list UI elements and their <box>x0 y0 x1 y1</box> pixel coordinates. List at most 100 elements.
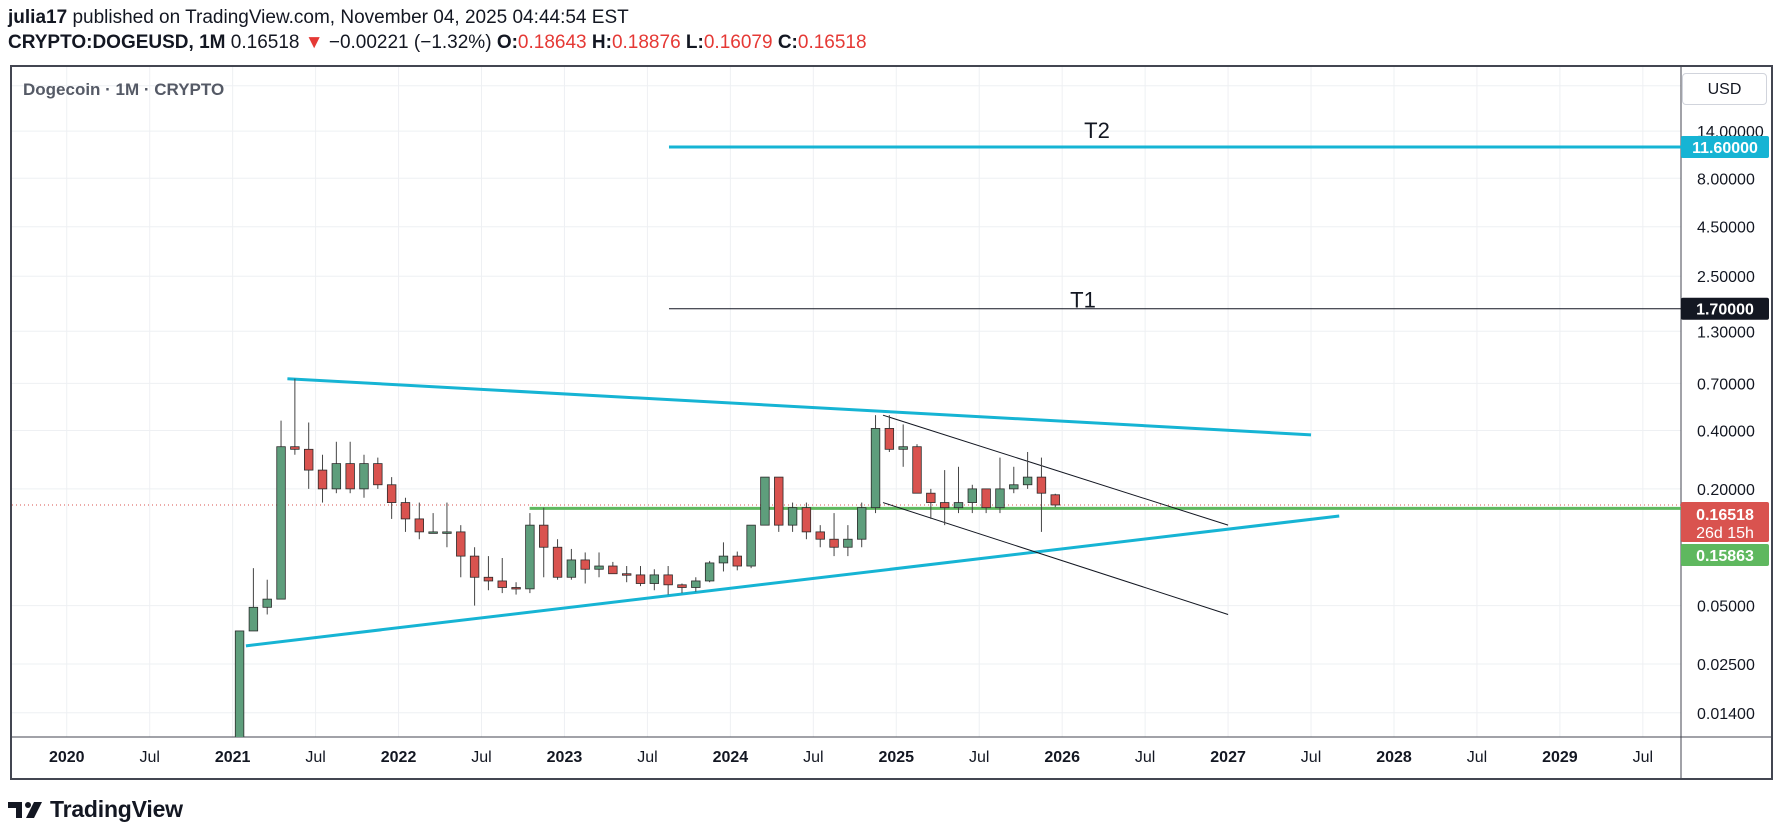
candle-body <box>594 565 604 570</box>
candle-body <box>317 469 328 490</box>
candle-body <box>525 524 535 590</box>
candle-body <box>566 559 577 578</box>
low-label: L: <box>685 32 704 53</box>
candle-body <box>1009 484 1019 490</box>
candle-body <box>926 492 936 503</box>
high-value: 0.18876 <box>611 32 681 53</box>
candle-body <box>884 428 895 450</box>
candle-body <box>552 546 563 578</box>
interval-label: 1M <box>199 32 226 53</box>
author-name[interactable]: julia17 <box>8 7 68 28</box>
candle-body <box>580 559 590 570</box>
y-tick-label: 4.50000 <box>1697 220 1755 237</box>
y-tick-label: 0.05000 <box>1697 599 1755 616</box>
price-change: −0.00221 (−1.32%) <box>328 32 492 53</box>
candle-body <box>414 518 424 533</box>
y-tick-label: 0.20000 <box>1697 482 1755 499</box>
candle-body <box>483 576 494 582</box>
candle-body <box>539 524 549 548</box>
candle-body <box>691 580 701 588</box>
candle-body <box>801 507 812 533</box>
candle-body <box>442 531 452 534</box>
close-value: 0.16518 <box>797 32 867 53</box>
y-tick-label: 8.00000 <box>1697 171 1755 188</box>
tradingview-logo-icon <box>8 801 42 818</box>
candle-body <box>677 584 687 588</box>
channel-bottom-line <box>882 502 1229 615</box>
candle-body <box>635 574 646 584</box>
t2-price-box <box>1681 136 1769 159</box>
chart-frame <box>10 65 1773 780</box>
tradingview-brand: TradingView <box>50 796 183 822</box>
candle-body <box>774 476 784 526</box>
candle-body <box>663 574 673 586</box>
candle-body <box>732 555 742 567</box>
chart-legend[interactable]: Dogecoin · 1M · CRYPTO <box>23 80 225 99</box>
x-tick-label: 2022 <box>381 749 417 766</box>
tradingview-logo[interactable]: TradingView <box>8 796 183 823</box>
candle-body <box>428 531 438 534</box>
support-price-box <box>1681 544 1769 566</box>
x-tick-label: 2025 <box>878 749 914 766</box>
candle-body <box>704 562 715 582</box>
plot-layer: T2 T1 <box>12 118 1681 737</box>
last-price-box <box>1681 502 1769 542</box>
close-label: C: <box>777 32 798 53</box>
candle-body <box>787 507 798 526</box>
x-tick-label: Jul <box>1633 749 1653 766</box>
high-label: H: <box>591 32 612 53</box>
candle-body <box>497 580 507 588</box>
candle-body <box>276 446 286 600</box>
y-tick-label: 2.50000 <box>1697 269 1755 286</box>
candle-body <box>234 630 245 737</box>
candle-body <box>649 574 660 584</box>
last-price-label: 0.16518 <box>1696 507 1754 524</box>
candle-body <box>621 573 632 576</box>
y-tick-label: 0.70000 <box>1697 376 1755 393</box>
x-tick-label: 2024 <box>713 749 749 766</box>
x-tick-label: Jul <box>1135 749 1155 766</box>
candle-body <box>331 463 342 490</box>
open-label: O: <box>496 32 518 53</box>
candle-body <box>898 446 908 450</box>
symbol-info-line: CRYPTO:DOGEUSD, 1M 0.16518 ▼ −0.00221 (−… <box>8 32 867 53</box>
x-tick-label: 2026 <box>1044 749 1080 766</box>
y-tick-label: 0.40000 <box>1697 424 1755 441</box>
candle-body <box>1050 494 1060 506</box>
countdown-label: 26d 15h <box>1696 525 1754 542</box>
y-tick-label: 0.02500 <box>1697 657 1755 674</box>
candle-body <box>829 538 839 548</box>
t1-price-box <box>1681 297 1769 320</box>
x-tick-label: 2027 <box>1210 749 1246 766</box>
candle-body <box>760 476 770 526</box>
t2-label: T2 <box>1084 118 1110 143</box>
candle-body <box>456 531 466 557</box>
channel-top-line <box>882 414 1229 526</box>
candle-body <box>373 463 383 486</box>
x-tick-label: Jul <box>305 749 325 766</box>
x-tick-label: 2023 <box>547 749 583 766</box>
x-tick-label: 2028 <box>1376 749 1412 766</box>
candle-body <box>746 524 756 567</box>
x-tick-label: Jul <box>1301 749 1321 766</box>
t1-label: T1 <box>1070 288 1096 313</box>
currency-button[interactable]: USD <box>1682 73 1767 105</box>
candle-body <box>248 606 259 632</box>
lower-trendline <box>245 514 1340 648</box>
x-tick-label: Jul <box>803 749 823 766</box>
candle-body <box>511 587 521 590</box>
candle-body <box>857 507 867 540</box>
candle-body <box>400 502 411 520</box>
y-tick-label: 0.01400 <box>1697 706 1755 723</box>
x-tick-label: Jul <box>637 749 657 766</box>
upper-trendline <box>287 377 1312 437</box>
open-value: 0.18643 <box>517 32 587 53</box>
candle-body <box>939 502 950 509</box>
x-tick-label: 2029 <box>1542 749 1578 766</box>
x-tick-label: 2020 <box>49 749 85 766</box>
down-arrow-icon: ▼ <box>304 32 324 53</box>
x-tick-label: Jul <box>1467 749 1487 766</box>
candle-body <box>1036 476 1047 494</box>
candle-body <box>967 488 977 503</box>
